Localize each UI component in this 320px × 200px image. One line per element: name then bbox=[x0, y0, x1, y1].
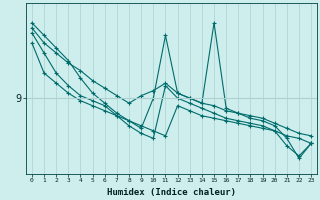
X-axis label: Humidex (Indice chaleur): Humidex (Indice chaleur) bbox=[107, 188, 236, 197]
